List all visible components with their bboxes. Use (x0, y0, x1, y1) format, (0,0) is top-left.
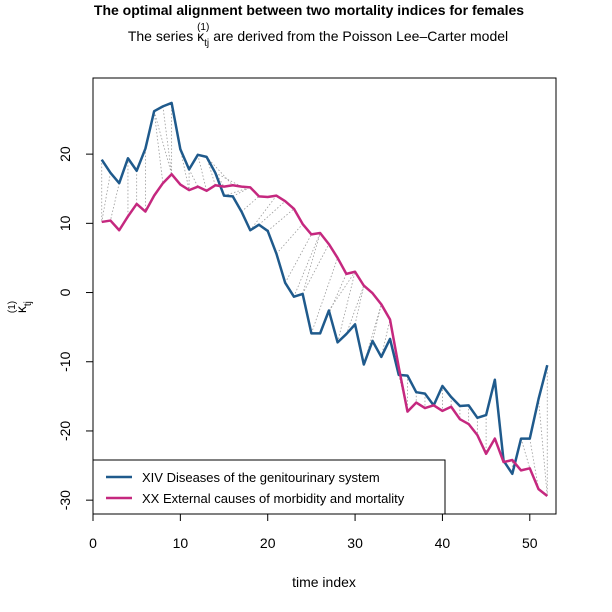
alignment-line (188, 169, 199, 187)
x-tick-label: 40 (435, 535, 451, 551)
alignment-line (249, 195, 277, 231)
alignment-line (337, 271, 356, 343)
y-tick-label: -30 (57, 490, 73, 510)
alignment-line (276, 223, 303, 255)
alignment-line (101, 172, 111, 223)
alignment-line (372, 304, 382, 342)
x-axis: 0 10 20 30 40 50 (89, 513, 538, 551)
legend-box (92, 459, 446, 515)
alignment-lines (101, 102, 548, 497)
alignment-line (206, 156, 234, 186)
alignment-line (215, 172, 242, 188)
y-axis: -30 -20 -10 0 10 20 (57, 146, 94, 510)
alignment-line (267, 208, 295, 232)
legend-label-series-1: XIV Diseases of the genitourinary system (142, 470, 380, 485)
chart-subtitle: The series κtj (1) are derived from the P… (128, 22, 508, 49)
alignment-line (110, 183, 120, 221)
alignment-line (380, 319, 391, 357)
alignment-line (520, 438, 531, 469)
alignment-line (241, 196, 260, 212)
alignment-line (293, 232, 321, 297)
alignment-line (258, 200, 286, 226)
chart-title: The optimal alignment between two mortal… (94, 2, 524, 18)
alignment-line (345, 285, 365, 335)
x-tick-label: 50 (522, 535, 538, 551)
alignment-line (302, 232, 321, 295)
ylabel-superscript: (1) (7, 301, 18, 313)
svg-text:κtj(1): κtj (1) (7, 301, 34, 313)
ylabel-symbol: κ (13, 305, 29, 313)
alignment-line (206, 156, 225, 187)
alignment-line (162, 106, 173, 175)
alignment-line (311, 257, 338, 334)
x-axis-label: time index (292, 574, 356, 590)
ylabel-subscript: tj (23, 301, 34, 306)
y-tick-label: -10 (57, 351, 73, 371)
subtitle-superscript: (1) (197, 22, 209, 33)
alignment-line (538, 399, 548, 497)
x-tick-label: 20 (260, 535, 276, 551)
alignment-line (153, 111, 164, 184)
x-tick-label: 0 (89, 535, 97, 551)
alignment-line (354, 285, 365, 325)
legend: XIV Diseases of the genitourinary system… (92, 459, 446, 515)
subtitle-symbol: κ (197, 28, 205, 44)
alignment-line (284, 234, 312, 284)
alignment-line (328, 271, 356, 311)
subtitle-subscript: tj (204, 38, 209, 49)
y-tick-label: 20 (57, 146, 73, 162)
alignment-line (197, 154, 207, 191)
alignment-line (529, 438, 539, 490)
alignment-line (302, 243, 330, 295)
subtitle-prefix: The series (128, 28, 197, 44)
series-line-2 (101, 172, 549, 497)
series-line-1 (100, 101, 549, 476)
series-lines (100, 101, 549, 497)
alignment-line (223, 186, 251, 197)
y-tick-label: -20 (57, 421, 73, 441)
legend-label-series-2: XX External causes of morbidity and mort… (142, 491, 405, 506)
subtitle-suffix: are derived from the Poisson Lee–Carter … (209, 28, 508, 44)
alignment-line (153, 111, 173, 175)
y-axis-label: κtj (1) (7, 301, 34, 313)
y-tick-label: 10 (57, 215, 73, 231)
x-tick-label: 10 (173, 535, 189, 551)
x-tick-label: 30 (347, 535, 363, 551)
y-tick-label: 0 (57, 288, 73, 296)
